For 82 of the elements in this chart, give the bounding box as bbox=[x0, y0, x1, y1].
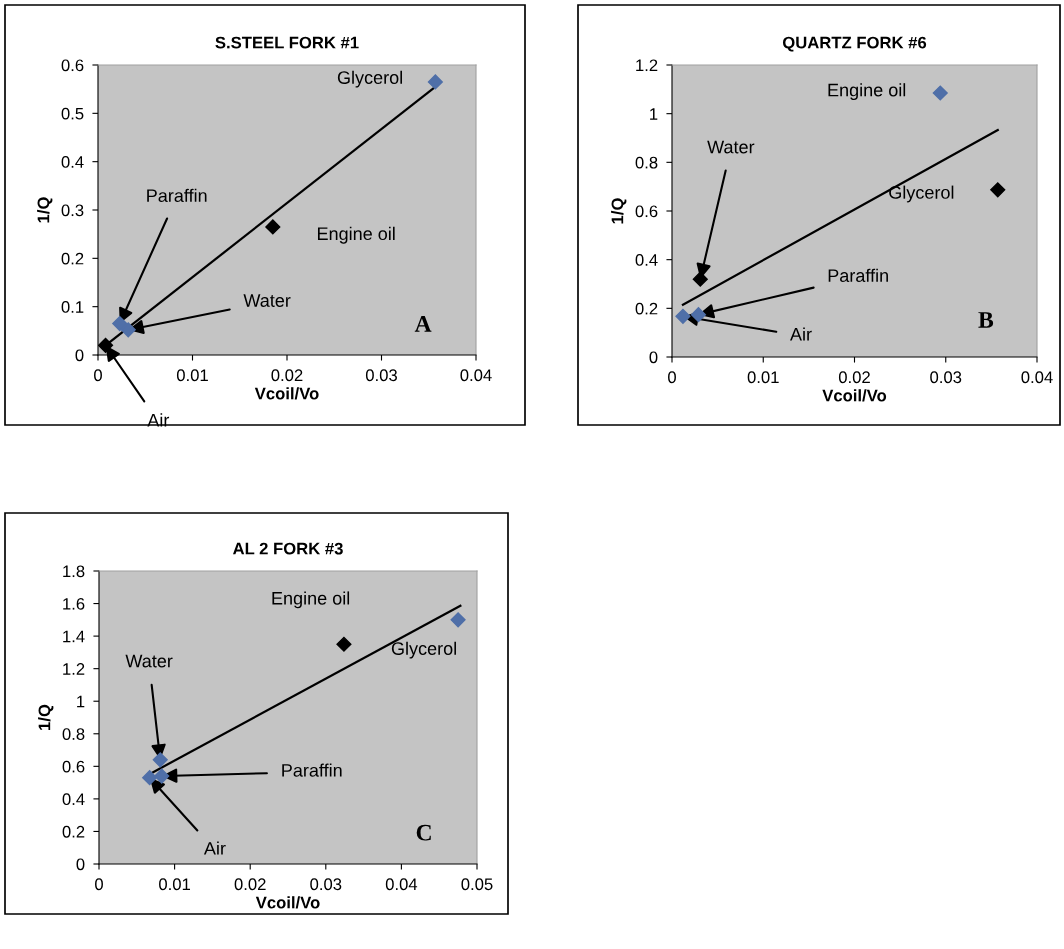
point bbox=[692, 271, 708, 287]
x-tick-label: 0.02 bbox=[838, 371, 870, 384]
x-axis-title: Vcoil/Vo bbox=[254, 387, 319, 400]
y-axis-title: 1/Q bbox=[37, 197, 53, 223]
y-tick-label: 1.6 bbox=[63, 597, 85, 610]
y-tick-label: 0.8 bbox=[62, 728, 85, 740]
point bbox=[154, 768, 170, 784]
annotation: Paraffin bbox=[282, 763, 342, 777]
x-tick-label: 0.03 bbox=[930, 371, 962, 384]
x-axis-title: Vcoil/Vo bbox=[822, 389, 887, 402]
y-tick-label: 0.6 bbox=[61, 59, 84, 72]
y-tick-label: 1.8 bbox=[63, 565, 85, 578]
y-tick-label: 0.2 bbox=[62, 825, 85, 838]
annotation: Water bbox=[243, 294, 291, 307]
annotation: A bbox=[414, 316, 432, 332]
point bbox=[990, 182, 1006, 198]
annotation: Glycerol bbox=[889, 185, 954, 203]
annotation: C bbox=[416, 824, 431, 841]
y-tick-label: 0 bbox=[649, 351, 658, 364]
annotation: Glycerol bbox=[337, 70, 402, 88]
x-tick-label: 0.04 bbox=[1021, 371, 1053, 384]
point bbox=[112, 316, 128, 332]
y-tick-label: 1.4 bbox=[63, 630, 85, 643]
y-tick-label: 0.4 bbox=[635, 254, 658, 266]
x-tick-label: 0 bbox=[668, 371, 676, 384]
y-tick-label: 0.3 bbox=[61, 204, 84, 217]
y-tick-label: 0.4 bbox=[62, 793, 85, 806]
point bbox=[265, 219, 281, 235]
annotation: Water bbox=[125, 654, 173, 668]
point bbox=[336, 636, 352, 652]
x-tick-label: 0 bbox=[94, 369, 102, 382]
x-axis-title: Vcoil/Vo bbox=[255, 896, 320, 909]
point bbox=[152, 752, 168, 768]
annotation: Paraffin bbox=[147, 188, 207, 203]
y-tick-label: 1.2 bbox=[63, 663, 85, 675]
point bbox=[427, 74, 443, 90]
x-tick-label: 0.04 bbox=[460, 369, 492, 382]
point bbox=[98, 337, 114, 353]
y-tick-label: 0.1 bbox=[61, 301, 84, 313]
point bbox=[142, 770, 158, 786]
x-tick-label: 0.05 bbox=[461, 878, 493, 891]
chart-title: S.STEEL FORK #1 bbox=[215, 36, 359, 49]
annotation: Engine oil bbox=[317, 226, 395, 244]
point bbox=[450, 612, 466, 628]
point bbox=[690, 307, 707, 323]
point bbox=[932, 85, 948, 101]
x-tick-label: 0 bbox=[95, 878, 103, 891]
point bbox=[120, 322, 136, 338]
y-tick-label: 1 bbox=[77, 695, 85, 708]
y-tick-label: 0.2 bbox=[635, 302, 658, 315]
annotation: Engine oil bbox=[828, 83, 906, 101]
annotation: Engine oil bbox=[272, 591, 350, 609]
x-tick-label: 0.03 bbox=[310, 878, 342, 891]
y-tick-label: 0.5 bbox=[61, 107, 84, 120]
y-tick-label: 0.2 bbox=[61, 252, 84, 265]
x-tick-label: 0.02 bbox=[234, 878, 266, 891]
x-tick-label: 0.03 bbox=[365, 369, 397, 382]
annotation: Air bbox=[203, 841, 226, 855]
chart-title: QUARTZ FORK #6 bbox=[782, 36, 927, 52]
annotation: Water bbox=[707, 140, 755, 154]
x-tick-label: 0.01 bbox=[747, 371, 779, 384]
annotation: Air bbox=[147, 413, 170, 427]
y-tick-label: 0.4 bbox=[61, 156, 84, 168]
point bbox=[675, 308, 691, 324]
x-tick-label: 0.04 bbox=[385, 878, 418, 891]
y-tick-label: 0 bbox=[75, 349, 84, 362]
y-axis-title: 1/Q bbox=[38, 704, 54, 730]
y-tick-label: 0.6 bbox=[635, 205, 658, 218]
y-tick-label: 0.6 bbox=[62, 760, 85, 773]
annotation: Paraffin bbox=[828, 268, 888, 283]
annotation: B bbox=[978, 312, 994, 328]
annotation: Glycerol bbox=[391, 641, 456, 659]
y-tick-label: 0.8 bbox=[635, 156, 658, 169]
chart-title: AL 2 FORK #3 bbox=[233, 542, 343, 555]
annotation: Air bbox=[790, 327, 812, 341]
x-tick-label: 0.01 bbox=[176, 369, 208, 382]
x-tick-label: 0.02 bbox=[271, 369, 303, 382]
y-tick-label: 0 bbox=[76, 858, 85, 871]
y-tick-label: 1 bbox=[650, 108, 658, 120]
y-axis-title: 1/Q bbox=[611, 198, 627, 224]
y-tick-label: 1.2 bbox=[636, 59, 658, 72]
x-tick-label: 0.01 bbox=[159, 878, 191, 891]
